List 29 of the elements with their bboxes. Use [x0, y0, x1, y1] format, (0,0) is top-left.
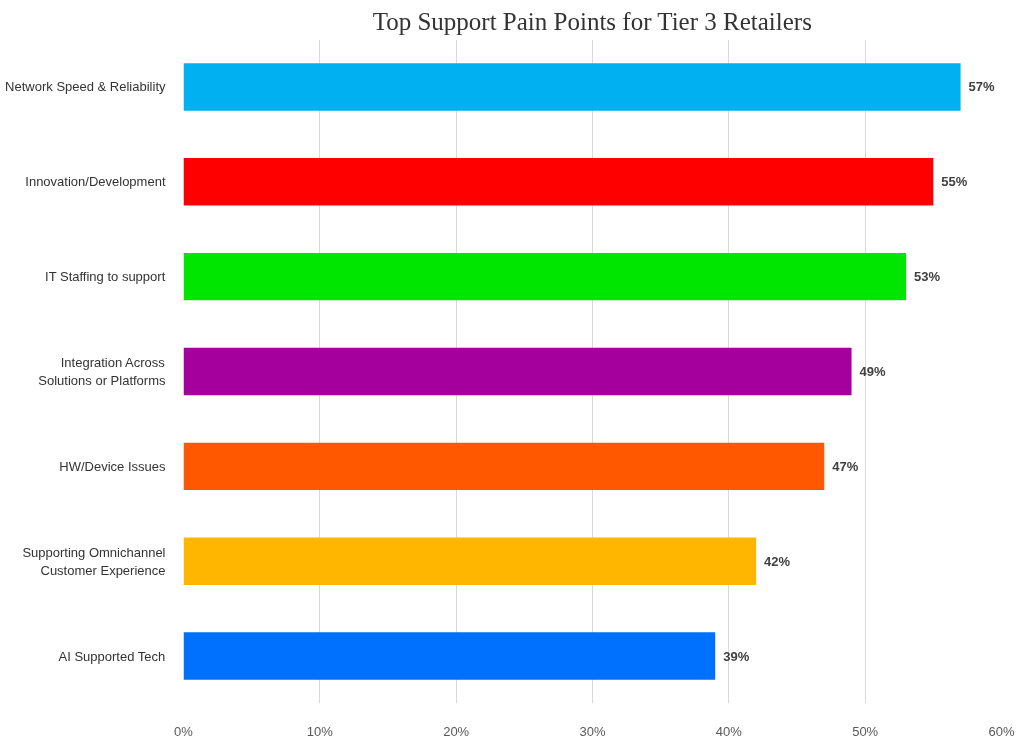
y-tick-label: Network Speed & Reliability [5, 79, 166, 95]
bar [183, 347, 852, 396]
x-tick-label: 30% [579, 723, 606, 739]
y-tick-label: Integration Across Solutions or Platforms [38, 355, 166, 388]
data-label: 55% [941, 174, 968, 190]
x-tick-label: 60% [988, 723, 1015, 739]
data-label: 57% [968, 79, 996, 95]
y-tick-label: AI Supported Tech [58, 648, 166, 664]
data-label: 53% [914, 269, 941, 285]
x-tick-label: 20% [443, 723, 470, 739]
chart-title: Top Support Pain Points for Tier 3 Retailers [372, 7, 812, 35]
y-tick-label: IT Staffing to support [45, 269, 166, 285]
data-label: 39% [723, 648, 750, 664]
bar [183, 632, 716, 680]
x-tick-label: 0% [174, 723, 194, 739]
data-label: 49% [859, 364, 886, 379]
bar [183, 63, 961, 111]
x-tick-label: 10% [306, 723, 334, 739]
bar [183, 442, 825, 491]
y-tick-label: HW/Device Issues [59, 458, 166, 474]
bar [183, 252, 907, 301]
data-label: 42% [764, 553, 791, 569]
data-label: 47% [832, 458, 859, 474]
bar [183, 537, 757, 585]
y-tick-label: Supporting Omnichannel Customer Experience [22, 544, 166, 578]
bar [183, 158, 934, 206]
y-tick-label: Innovation/Development [25, 174, 166, 190]
x-tick-label: 50% [852, 723, 879, 739]
x-tick-label: 40% [715, 723, 743, 739]
